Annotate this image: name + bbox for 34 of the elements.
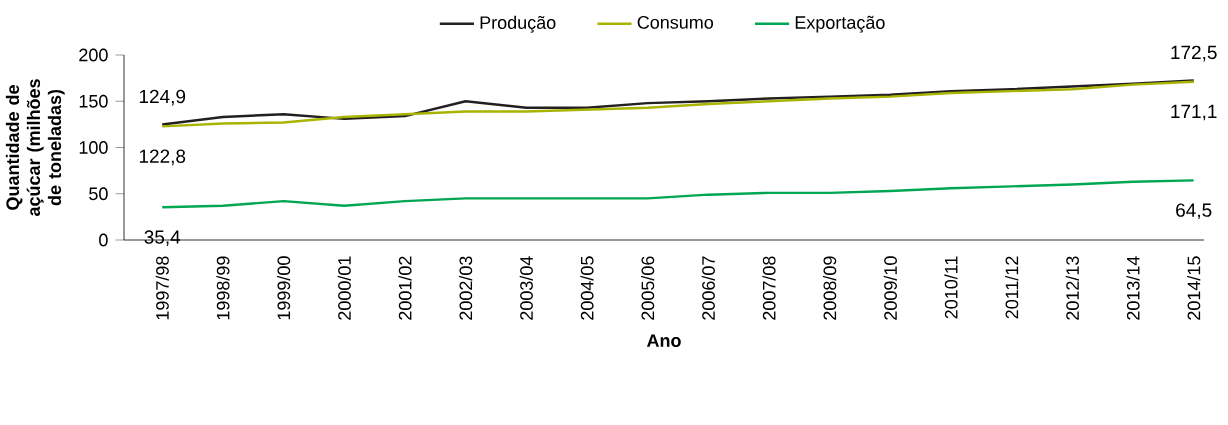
annotation: 171,1 <box>1171 104 1217 121</box>
x-tick-label: 2002/03 <box>458 256 473 320</box>
x-tick-label: 2013/14 <box>1126 256 1140 320</box>
y-tick-label: 50 <box>89 187 108 201</box>
x-tick-label: 1998/99 <box>216 256 230 320</box>
x-tick-label: 2004/05 <box>580 256 594 320</box>
annotation: 124,9 <box>139 89 186 106</box>
y-tick-label: 200 <box>79 48 108 62</box>
legend-label: Exportação <box>795 15 885 33</box>
annotation: 172,5 <box>1171 45 1217 62</box>
annotation: 64,5 <box>1176 203 1212 220</box>
annotation: 122,8 <box>139 149 186 166</box>
x-tick-label: 2009/10 <box>883 256 897 320</box>
x-tick-label: 1999/00 <box>276 256 291 320</box>
y-axis-title: Quantidade de açúcar (milhões de toneladas) <box>5 79 65 216</box>
legend-label: Consumo <box>637 15 714 29</box>
x-tick-label: 2005/06 <box>641 256 655 320</box>
x-tick-label: 2000/01 <box>337 256 351 320</box>
x-axis-title: Ano <box>646 334 681 347</box>
y-tick-label: 150 <box>79 94 108 108</box>
x-tick-label: 2006/07 <box>701 256 715 320</box>
x-tick-label: 2001/02 <box>398 256 412 320</box>
x-tick-label: 2008/09 <box>823 256 837 320</box>
y-tick-label: 100 <box>79 141 108 154</box>
annotation: 35,4 <box>144 230 181 247</box>
legend-label: Produção <box>480 15 556 33</box>
x-tick-label: 2010/11 <box>944 256 958 319</box>
x-tick-label: 2007/08 <box>762 256 776 320</box>
x-tick-label: 2011/12 <box>1005 256 1019 319</box>
x-tick-label: 2003/04 <box>519 256 533 320</box>
y-tick-label: 0 <box>99 233 108 247</box>
x-tick-label: 2012/13 <box>1065 256 1079 320</box>
x-tick-label: 2014/15 <box>1187 256 1201 320</box>
x-tick-label: 1997/98 <box>155 256 169 320</box>
